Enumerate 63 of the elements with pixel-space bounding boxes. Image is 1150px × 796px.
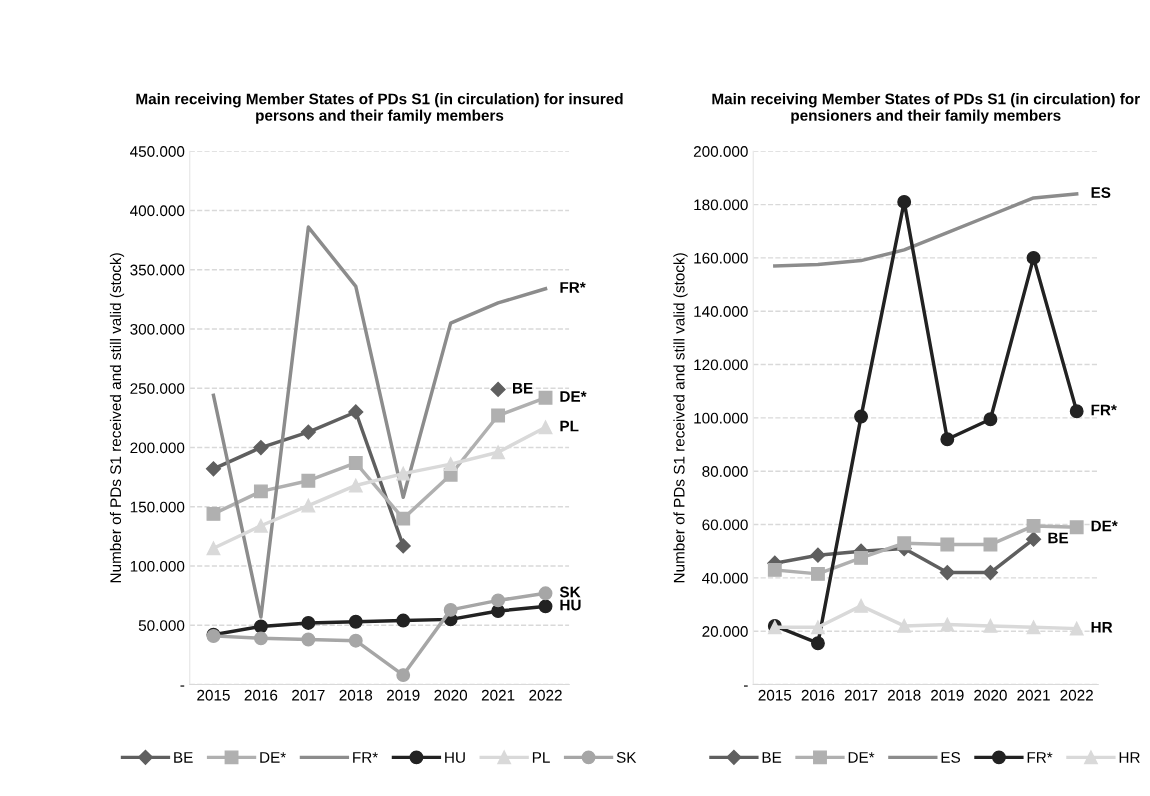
x-tick-label: 2022 xyxy=(1060,689,1093,701)
legend-label: DE* xyxy=(260,752,286,763)
annotation: BE xyxy=(1048,532,1069,544)
y-tick-label: - xyxy=(743,685,748,687)
x-tick-label: 2018 xyxy=(339,689,373,701)
annotation: DE* xyxy=(1091,520,1118,532)
y-tick-label: 180.000 xyxy=(694,199,748,211)
x-tick-label: 2021 xyxy=(481,689,515,701)
y-tick-label: 80.000 xyxy=(702,466,748,477)
annotation: FR* xyxy=(560,282,586,293)
legend-label: PL xyxy=(532,752,550,763)
annotation: DE* xyxy=(560,391,587,402)
y-axis-title: Number of PDs S1 received and still valid (stock) xyxy=(673,253,688,583)
y-tick-label: 60.000 xyxy=(702,519,748,531)
legend-label: FR* xyxy=(1027,752,1053,763)
x-tick-label: 2015 xyxy=(758,689,792,701)
annotation: PL xyxy=(560,420,579,432)
legend-label: BE xyxy=(762,752,782,763)
y-tick-label: 40.000 xyxy=(702,572,748,584)
x-tick-label: 2019 xyxy=(387,689,420,701)
legend-label: BE xyxy=(174,752,193,763)
chart-title: Main receiving Member States of PDs S1 (in circulation) for insured persons and their family members xyxy=(136,93,623,124)
annotation: HU xyxy=(560,599,581,611)
y-axis-title: Number of PDs S1 received and still valid (stock) xyxy=(109,253,125,583)
x-tick-label: 2016 xyxy=(244,689,278,701)
y-tick-label: 200.000 xyxy=(693,146,748,157)
y-tick-label: 100.000 xyxy=(130,560,185,572)
chart-title: Main receiving Member States of PDs S1 (in circulation) for pensioners and their family members xyxy=(712,93,1140,124)
y-tick-label: 50.000 xyxy=(138,620,185,631)
x-tick-label: 2018 xyxy=(887,689,921,701)
x-tick-label: 2022 xyxy=(529,689,562,701)
y-tick-label: 160.000 xyxy=(694,252,748,264)
x-tick-label: 2016 xyxy=(801,689,835,701)
x-tick-label: 2020 xyxy=(434,689,468,701)
legend-label: FR* xyxy=(353,752,378,763)
annotation: SK xyxy=(559,586,581,598)
y-tick-label: 20.000 xyxy=(702,626,748,637)
y-tick-label: 150.000 xyxy=(130,501,185,513)
annotation: BE xyxy=(513,382,533,394)
y-tick-label: 350.000 xyxy=(130,264,185,276)
y-tick-label: 100.000 xyxy=(694,412,748,424)
legend-label: SK xyxy=(616,752,637,763)
annotation: HR xyxy=(1091,622,1113,633)
x-tick-label: 2021 xyxy=(1017,689,1050,701)
x-tick-label: 2015 xyxy=(197,689,230,701)
x-tick-label: 2017 xyxy=(844,689,878,701)
annotation: FR* xyxy=(1091,404,1117,416)
legend-label: ES xyxy=(941,752,961,763)
legend-label: DE* xyxy=(848,752,875,763)
y-tick-label: 120.000 xyxy=(694,359,748,371)
y-tick-label: 140.000 xyxy=(694,306,748,317)
y-tick-label: 200.000 xyxy=(130,442,185,454)
annotation: ES xyxy=(1091,187,1111,199)
x-tick-label: 2017 xyxy=(292,689,325,701)
y-tick-label: - xyxy=(180,685,185,687)
legend-label: HU xyxy=(445,752,465,763)
y-tick-label: 450.000 xyxy=(130,146,185,157)
y-tick-label: 300.000 xyxy=(130,323,185,335)
x-tick-label: 2020 xyxy=(974,689,1007,701)
x-tick-label: 2019 xyxy=(931,689,964,701)
y-tick-label: 250.000 xyxy=(130,383,185,394)
y-tick-label: 400.000 xyxy=(130,205,185,217)
legend-label: HR xyxy=(1119,752,1140,763)
